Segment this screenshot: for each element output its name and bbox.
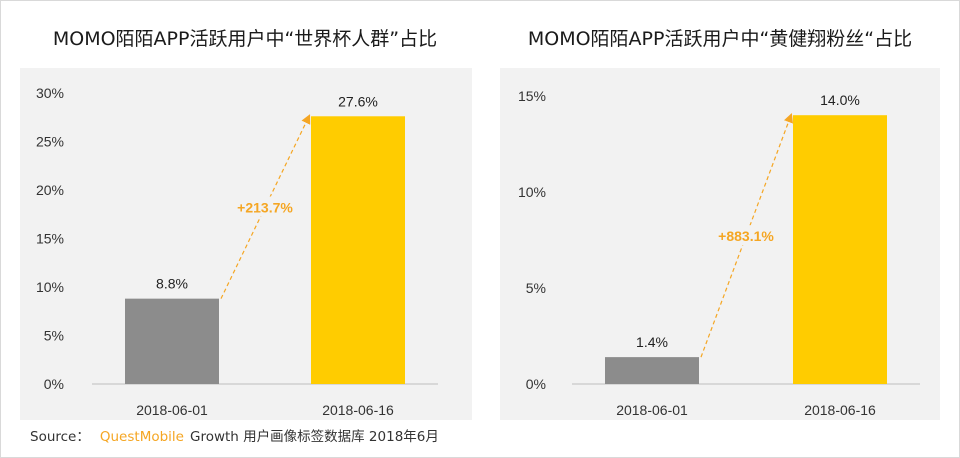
y-tick-label-right: 10% [518, 184, 546, 200]
y-tick-label-right: 15% [518, 88, 546, 104]
y-tick-label-left: 15% [36, 231, 64, 247]
y-tick-label-left: 0% [44, 376, 64, 392]
growth-label-bg-right [710, 225, 782, 246]
source-label: Source： [30, 429, 90, 445]
chart-title-right: MOMO陌陌APP活跃用户中“黄健翔粉丝“占比 [527, 28, 913, 50]
bar-left-2018-06-01 [125, 298, 219, 384]
data-label-left: 27.6% [338, 93, 378, 109]
x-tick-label-left: 2018-06-16 [322, 402, 394, 418]
y-tick-label-left: 20% [36, 182, 64, 198]
y-tick-label-left: 30% [36, 85, 64, 101]
x-tick-label-right: 2018-06-16 [804, 402, 876, 418]
source-note: Source： QuestMobile Growth 用户画像标签数据库 2018年… [30, 426, 439, 448]
y-tick-label-left: 10% [36, 279, 64, 295]
x-tick-label-right: 2018-06-01 [616, 402, 688, 418]
growth-label-right: +883.1% [718, 228, 774, 244]
growth-label-left: +213.7% [237, 199, 293, 215]
chart-title-left: MOMO陌陌APP活跃用户中“世界杯人群”占比 [52, 28, 438, 50]
source-text: Growth 用户画像标签数据库 2018年6月 [189, 429, 439, 445]
bar-right-2018-06-01 [605, 357, 699, 384]
source-brand: QuestMobile [99, 429, 184, 445]
growth-label-bg-left [229, 196, 301, 217]
x-tick-label-left: 2018-06-01 [136, 402, 208, 418]
bar-left-2018-06-16 [311, 116, 405, 384]
data-label-right: 1.4% [636, 334, 668, 350]
data-label-right: 14.0% [820, 92, 860, 108]
y-tick-label-right: 5% [526, 280, 546, 296]
data-label-left: 8.8% [156, 276, 188, 292]
y-tick-label-right: 0% [526, 376, 546, 392]
bar-right-2018-06-16 [793, 115, 887, 384]
y-tick-label-left: 25% [36, 134, 64, 150]
y-tick-label-left: 5% [44, 328, 64, 344]
